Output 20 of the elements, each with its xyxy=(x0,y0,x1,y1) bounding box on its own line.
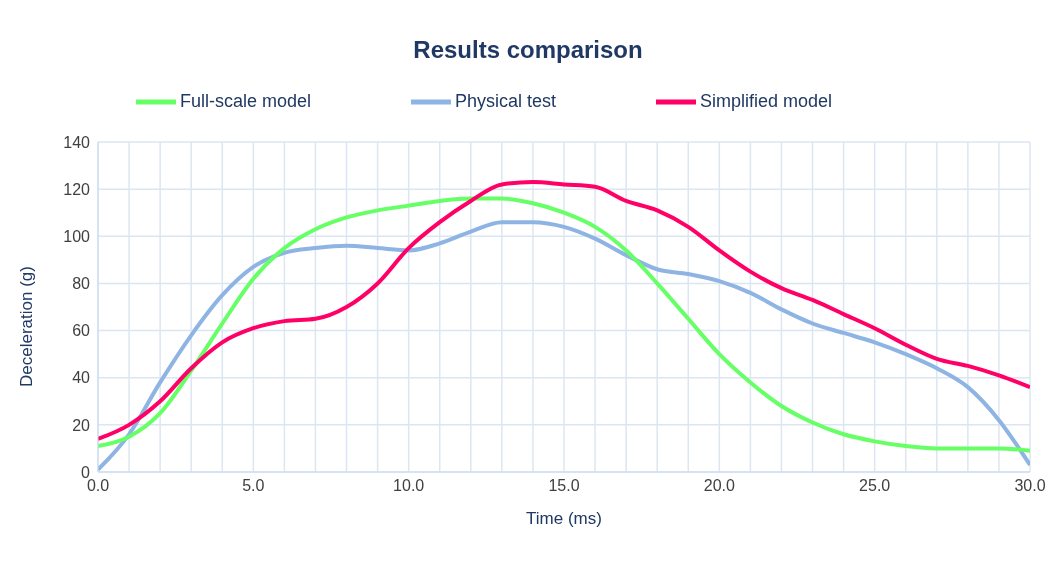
y-tick-label: 20 xyxy=(72,416,91,434)
x-tick-label: 15.0 xyxy=(548,477,580,495)
y-tick-label: 140 xyxy=(63,133,91,151)
y-tick-label: 100 xyxy=(63,227,91,245)
y-axis-title: Deceleration (g) xyxy=(17,266,37,387)
legend-label: Full-scale model xyxy=(179,90,311,111)
x-tick-label: 0.0 xyxy=(86,477,110,495)
x-tick-label: 30.0 xyxy=(1014,477,1046,495)
x-axis-title: Time (ms) xyxy=(526,509,602,528)
chart-title: Results comparison xyxy=(412,35,644,65)
y-tick-label: 40 xyxy=(72,369,91,387)
legend-label: Physical test xyxy=(454,90,557,111)
y-tick-label: 80 xyxy=(72,275,91,293)
x-tick-label: 20.0 xyxy=(703,477,736,495)
y-tick-label: 120 xyxy=(63,180,91,198)
y-tick-label: 60 xyxy=(72,322,91,340)
x-tick-label: 25.0 xyxy=(859,477,891,495)
x-tick-label: 10.0 xyxy=(393,477,425,495)
legend-label: Simplified model xyxy=(700,90,833,111)
x-tick-label: 5.0 xyxy=(242,477,265,495)
